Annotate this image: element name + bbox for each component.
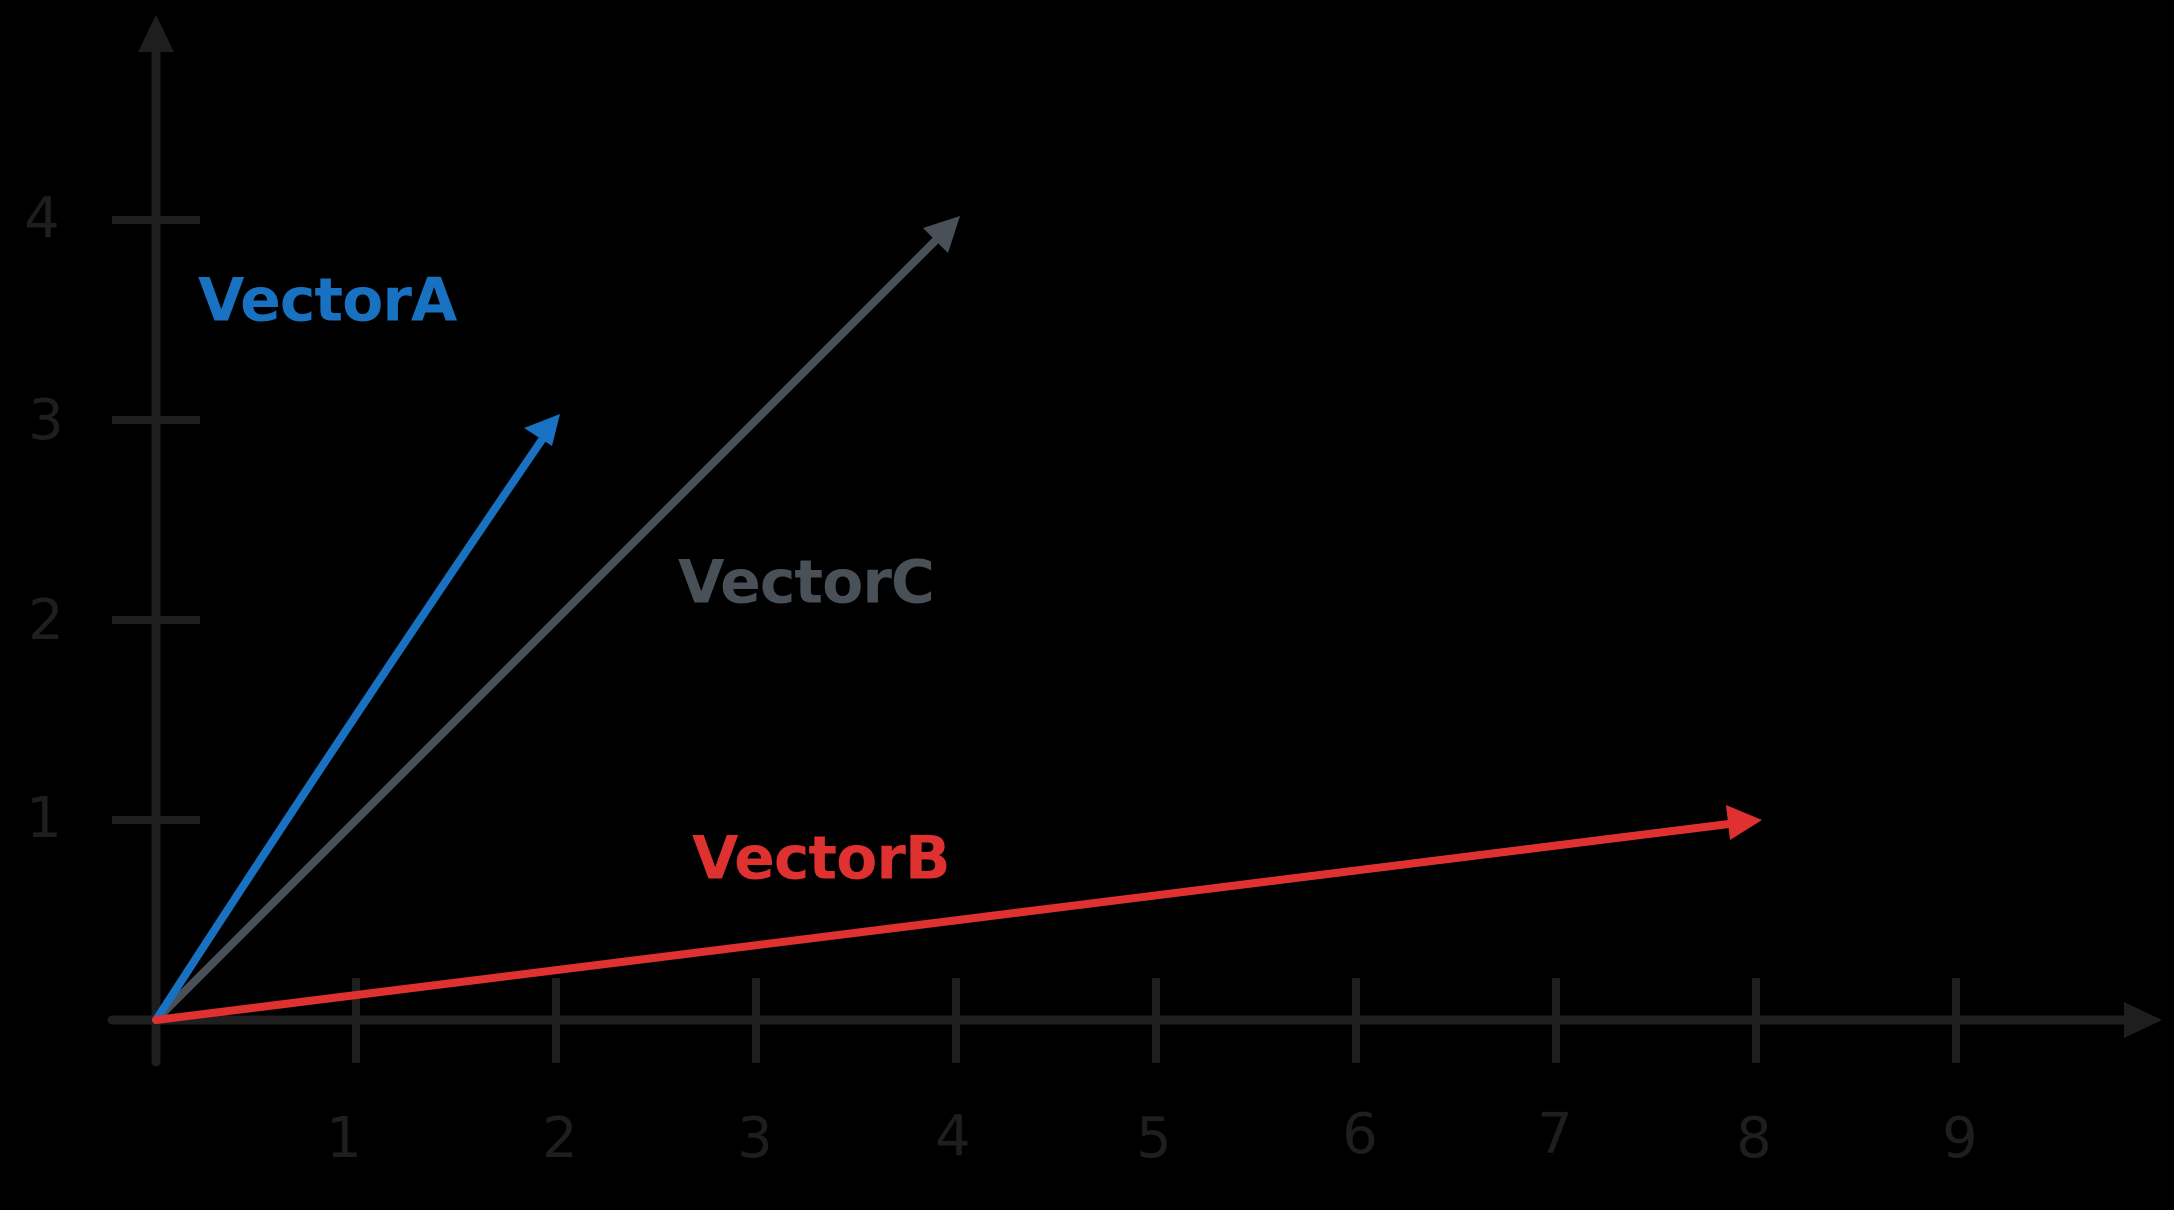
x-tick-label-8: 8 bbox=[1736, 1106, 1772, 1171]
x-tick-label-1: 1 bbox=[326, 1106, 362, 1171]
y-tick-label-3: 3 bbox=[28, 388, 64, 453]
x-axis-arrow-icon bbox=[2124, 1002, 2162, 1038]
vector-c bbox=[152, 216, 960, 1024]
vector-a-label: VectorA bbox=[198, 266, 458, 336]
x-tick-label-3: 3 bbox=[737, 1106, 773, 1171]
vector-b-line bbox=[152, 818, 1749, 1024]
x-tick-label-5: 5 bbox=[1136, 1106, 1172, 1171]
y-tick-label-1: 1 bbox=[26, 786, 62, 851]
vector-b-arrowhead-icon bbox=[1726, 805, 1762, 840]
y-axis-arrow-icon bbox=[138, 15, 174, 52]
x-tick-label-6: 6 bbox=[1342, 1102, 1378, 1167]
y-axis: 1 2 3 4 bbox=[24, 15, 200, 1067]
vector-b-label: VectorB bbox=[692, 824, 950, 894]
vector-a bbox=[152, 414, 560, 1024]
vector-c-line bbox=[152, 222, 954, 1024]
vector-a-line bbox=[152, 424, 554, 1024]
x-axis: 1 2 3 4 5 6 7 8 9 bbox=[107, 978, 2162, 1171]
y-tick-label-2: 2 bbox=[28, 588, 64, 653]
y-tick-label-4: 4 bbox=[24, 186, 60, 251]
x-tick-label-4: 4 bbox=[935, 1104, 971, 1169]
x-tick-label-7: 7 bbox=[1537, 1102, 1573, 1167]
vector-a-arrowhead-icon bbox=[524, 414, 560, 446]
vector-c-label: VectorC bbox=[678, 548, 934, 618]
vector-b bbox=[152, 805, 1762, 1024]
x-tick-label-9: 9 bbox=[1942, 1106, 1978, 1171]
x-tick-label-2: 2 bbox=[542, 1106, 578, 1171]
vector-c-arrowhead-icon bbox=[923, 216, 960, 253]
